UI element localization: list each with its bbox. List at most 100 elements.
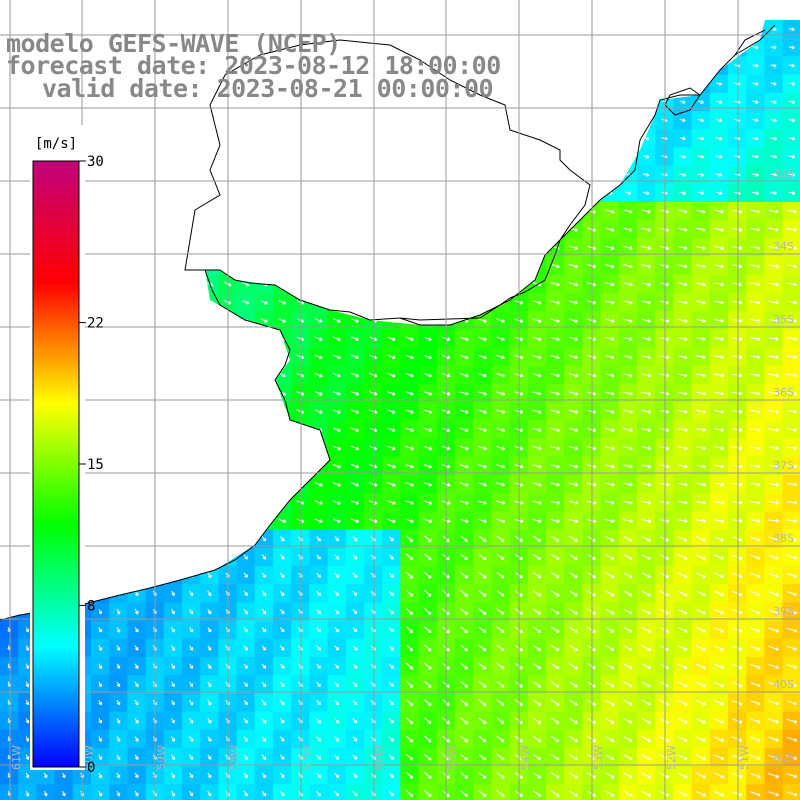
wind-arrow [314,354,323,360]
wind-arrow [750,227,761,232]
wind-arrow [496,373,506,378]
longitude-label: 53W [592,745,605,770]
wind-arrow [641,245,652,250]
wind-arrow [786,300,797,305]
wind-arrow [459,391,469,396]
wind-arrow [532,336,542,341]
wind-arrow [752,154,759,159]
wind-arrow [659,355,670,360]
wind-arrow [623,282,633,287]
wind-arrow [770,63,777,68]
wind-arrow [659,209,670,214]
wind-arrow [478,391,487,396]
wind-speed-cell [91,784,110,800]
wind-arrow [732,318,743,323]
wind-arrow [532,300,542,305]
wind-arrow [697,191,705,195]
longitude-label: 51W [738,745,751,770]
wind-arrow [641,318,651,323]
wind-arrow [568,409,579,414]
wind-arrow [786,209,797,214]
wind-speed-cell [673,784,693,800]
wind-arrow [641,336,651,341]
wind-arrow [732,246,743,250]
wind-speed-cell [709,784,729,800]
wind-arrow [641,209,651,214]
wind-arrow [677,264,688,269]
wind-arrow [568,373,579,378]
wind-arrow [332,354,341,360]
longitude-label: 55W [446,745,459,770]
wind-arrow [332,409,341,414]
wind-arrow [532,354,542,360]
wind-arrow [752,100,759,104]
wind-arrow [623,391,633,396]
wind-arrow [695,391,706,396]
wind-speed-cell [564,784,583,800]
wind-arrow [387,391,396,396]
wind-arrow [715,136,723,141]
wind-arrow [550,391,560,396]
wind-speed-cell [764,784,784,800]
wind-arrow [786,391,798,396]
wind-speed-cell [236,784,256,800]
wind-arrow [768,391,779,396]
wind-arrow [532,409,542,414]
wind-arrow [715,154,723,159]
wind-speed-cell [491,784,511,800]
wind-arrow [605,391,615,396]
wind-arrow [568,282,579,287]
wind-arrow [351,354,359,360]
wind-arrow [750,318,761,323]
wind-speed-cell [364,784,383,800]
latitude-label: 34S [773,240,794,253]
wind-speed-cell [691,784,711,800]
wind-arrow [623,227,633,232]
wind-arrow [659,245,670,250]
wind-arrow [605,318,615,323]
wind-arrow [750,300,761,305]
wind-arrow [788,63,795,68]
wind-arrow [788,136,796,141]
wind-arrow [550,300,560,305]
wind-arrow [550,318,560,323]
wind-arrow [715,100,723,104]
wind-arrow [423,409,433,414]
wind-arrow [713,264,725,269]
wind-speed-cell [527,784,547,800]
wind-arrow [459,336,469,341]
wind-arrow [696,227,706,232]
wind-arrow [752,63,759,68]
wind-arrow [605,373,615,378]
wind-arrow [351,318,360,323]
longitude-label: 60W [82,745,95,770]
wind-arrow [405,409,414,414]
wind-arrow [714,318,724,323]
wind-arrow [623,336,633,341]
wind-arrow [750,355,761,360]
wind-arrow [788,191,796,195]
wind-arrow [679,100,686,104]
wind-arrow [752,45,759,50]
wind-arrow [677,282,688,287]
wind-arrow [713,391,725,396]
wind-arrow [714,209,724,214]
wind-arrow [768,264,779,269]
wind-speed-cell [54,784,74,800]
wind-arrow [423,336,432,341]
wind-arrow [788,154,796,159]
wind-arrow [697,136,705,141]
wind-arrow [605,355,615,360]
wind-arrow [786,318,797,323]
wind-speed-cell [345,784,365,800]
wind-arrow [641,355,652,360]
wind-arrow [679,191,686,196]
wind-arrow [623,245,633,250]
wind-arrow [550,355,560,360]
wind-arrow [786,355,798,360]
wind-arrow [568,391,579,396]
wind-arrow [405,373,414,378]
wind-arrow [714,337,725,341]
wind-arrow [786,264,797,269]
wind-arrow [623,300,633,305]
